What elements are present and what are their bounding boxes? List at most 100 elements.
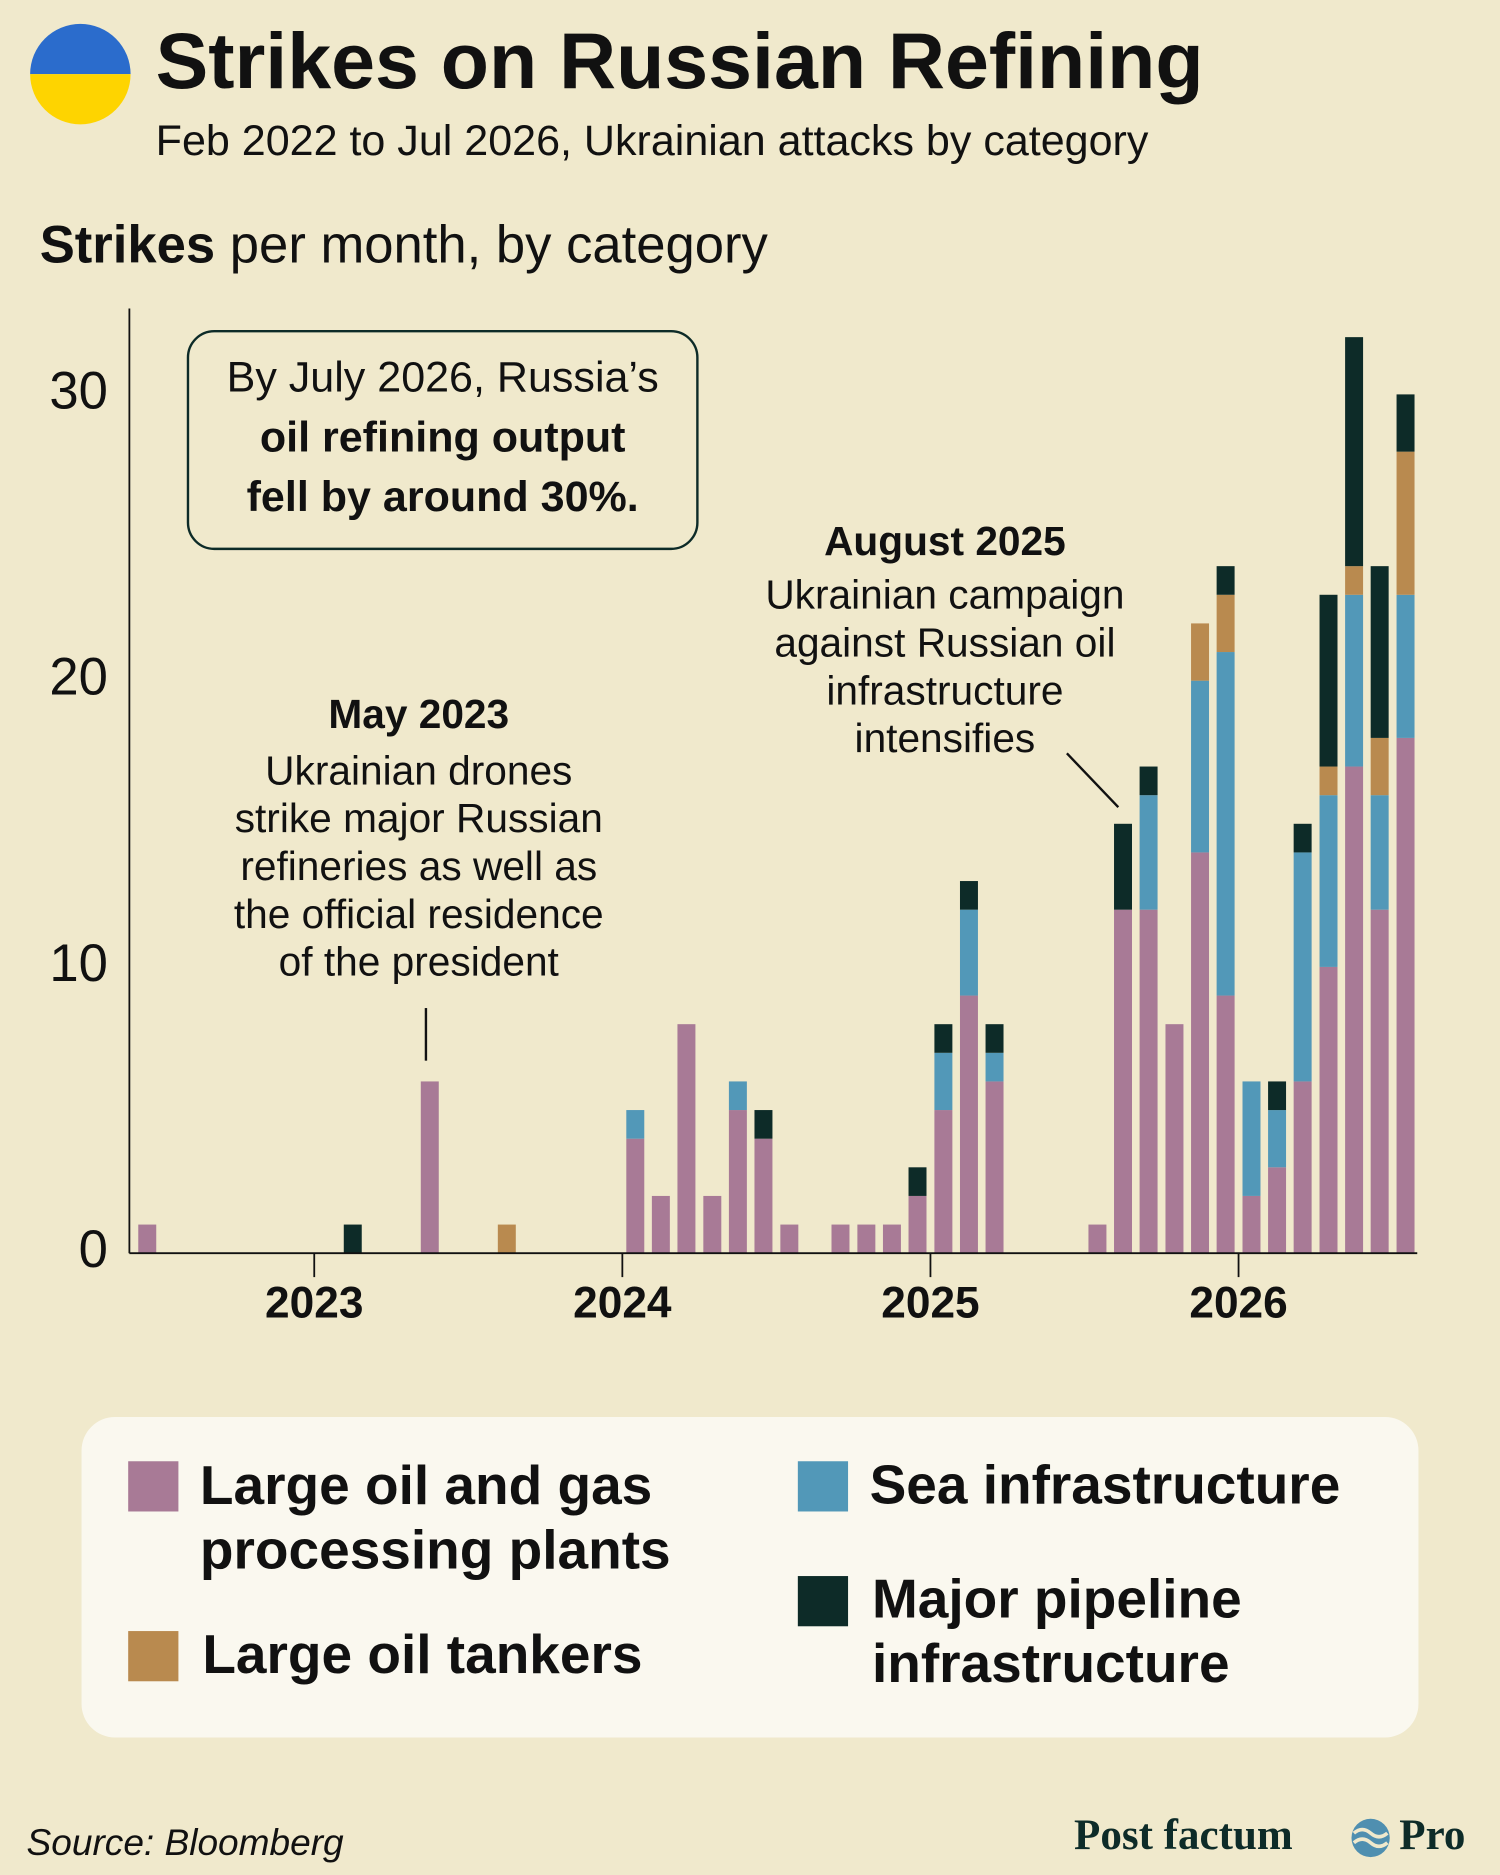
bar-segment [1088,1224,1107,1254]
bar-segment [626,1138,645,1254]
legend-label: Large oil and gas processing plants [200,1453,671,1580]
bar-segment [1319,795,1338,967]
chart-title: Strikes on Russian Refining [156,17,1204,105]
bar-segment [1242,1195,1261,1254]
bar-segment [1370,909,1389,1254]
legend-label: Sea infrastructure [870,1453,1341,1515]
bar-segment [780,1224,799,1254]
bar-segment [651,1195,670,1254]
x-tick-label: 2026 [1189,1278,1287,1327]
legend-swatch [128,1461,179,1512]
bar-segment [1191,623,1210,681]
y-tick-label: 30 [49,361,108,420]
bar-segment [1293,1081,1312,1254]
bar-segment [1396,594,1415,738]
annotation-text: Ukrainian drones [265,747,572,793]
annotation-text: infrastructure [826,667,1063,713]
flag [30,23,131,125]
y-tick-label: 0 [79,1220,108,1279]
y-tick-label: 10 [49,934,108,993]
bar-segment [1216,566,1235,595]
bar-segment [1268,1167,1287,1254]
legend-swatch [797,1576,849,1627]
bar-segment [1165,1024,1184,1254]
bar-segment [1319,766,1338,796]
bar-segment [1293,823,1312,853]
bar-segment [1396,737,1415,1254]
annotation-text: the official residence [234,891,604,937]
bar-segment [934,1024,953,1053]
bar-segment [626,1110,645,1139]
bar-segment [1139,766,1158,796]
bar-segment [728,1081,747,1111]
bar-segment [1242,1081,1261,1196]
legend-swatch [128,1631,179,1682]
bar-segment [754,1138,773,1254]
bar-segment [1370,737,1389,796]
callout-box [186,330,699,551]
bar-segment [677,1024,696,1254]
bar-segment [1139,909,1158,1254]
bar-segment [985,1081,1004,1254]
bar-segment [908,1195,927,1254]
bar-segment [728,1110,747,1254]
legend-box [81,1417,1419,1738]
annotation-text: refineries as well as [240,843,597,889]
bar-segment [1114,823,1133,910]
bar-segment [138,1224,157,1254]
bar-segment [934,1052,953,1111]
y-label: Strikes per month, by category [40,216,769,275]
bar-segment [1370,795,1389,910]
bar-segment [1191,680,1210,853]
bar-segment [754,1110,773,1139]
annotation-title: August 2025 [824,518,1066,564]
bar-segment [882,1224,901,1254]
bar-segment [703,1195,722,1254]
brand-suffix: Pro [1399,1812,1465,1859]
bar-segment [1139,795,1158,910]
logo-circle [1351,1818,1390,1858]
annotation-text: Ukrainian campaign [765,572,1124,618]
bar-segment [959,995,978,1254]
bar-segment [1370,566,1389,738]
bar-segment [934,1110,953,1254]
flag-blue [30,23,131,75]
bar-segment [1216,995,1235,1254]
bar-segment [1191,852,1210,1254]
bar-segment [1319,966,1338,1254]
bar-segment [985,1052,1004,1082]
bar-segment [1345,594,1364,767]
bar-segment [1216,652,1235,996]
subtitle: Feb 2022 to Jul 2026, Ukrainian attacks … [156,117,1149,165]
bar-segment [343,1224,362,1254]
bar-segment [1345,566,1364,595]
bar-segment [857,1224,876,1254]
y-label-rest: per month, by category [230,216,769,275]
bar-segment [1345,337,1364,567]
bar-segment [497,1224,516,1254]
source: Source: Bloomberg [27,1821,345,1863]
bar-segment [1114,909,1133,1254]
bar-segment [959,881,978,910]
bar-segment [1293,852,1312,1082]
logo-waves [1352,1827,1389,1849]
bar-segment [959,909,978,996]
bar-segment [831,1224,850,1254]
legend-swatch [797,1461,849,1512]
x-tick-label: 2025 [881,1278,979,1327]
callout-line: oil refining output [260,413,626,461]
brand: Post factum [1074,1812,1293,1859]
y-tick-label: 20 [49,648,108,707]
legend-label: Large oil tankers [202,1623,642,1685]
x-tick-label: 2023 [265,1278,363,1327]
x-tick-label: 2024 [573,1278,672,1327]
legend-label: Major pipeline infrastructure [872,1567,1257,1694]
bar-segment [1345,766,1364,1254]
bar-segment [1319,594,1338,767]
flag-yellow [30,74,131,125]
annotation-text: against Russian oil [774,619,1115,665]
annotation-text: of the president [279,939,559,985]
bar-segment [1268,1081,1287,1111]
annotation-text: intensifies [855,715,1036,761]
